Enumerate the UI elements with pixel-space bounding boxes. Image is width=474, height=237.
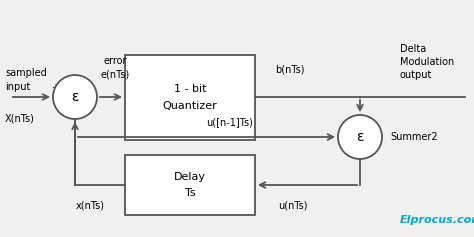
FancyBboxPatch shape <box>125 55 255 140</box>
Text: u(nTs): u(nTs) <box>278 200 308 210</box>
Text: Delay: Delay <box>174 172 206 182</box>
Circle shape <box>53 75 97 119</box>
Text: Delta
Modulation
output: Delta Modulation output <box>400 44 454 80</box>
Text: -: - <box>73 113 77 123</box>
Text: Elprocus.com: Elprocus.com <box>400 215 474 225</box>
Text: u([n-1]Ts): u([n-1]Ts) <box>207 117 254 127</box>
Text: error
e(nTs): error e(nTs) <box>100 56 129 80</box>
Text: +: + <box>336 138 344 148</box>
Text: ε: ε <box>71 90 79 104</box>
Text: +: + <box>51 83 59 93</box>
Text: Summer2: Summer2 <box>390 132 438 142</box>
Text: x(nTs): x(nTs) <box>75 200 104 210</box>
Text: 1 - bit: 1 - bit <box>174 85 206 95</box>
Text: X(nTs): X(nTs) <box>5 113 35 123</box>
Text: sampled
input: sampled input <box>5 68 47 91</box>
Circle shape <box>338 115 382 159</box>
Text: +: + <box>356 113 364 123</box>
Text: Quantizer: Quantizer <box>163 100 218 110</box>
Text: b(nTs): b(nTs) <box>275 65 305 75</box>
FancyBboxPatch shape <box>125 155 255 215</box>
Text: ε: ε <box>356 130 364 144</box>
Text: Ts: Ts <box>185 188 195 198</box>
